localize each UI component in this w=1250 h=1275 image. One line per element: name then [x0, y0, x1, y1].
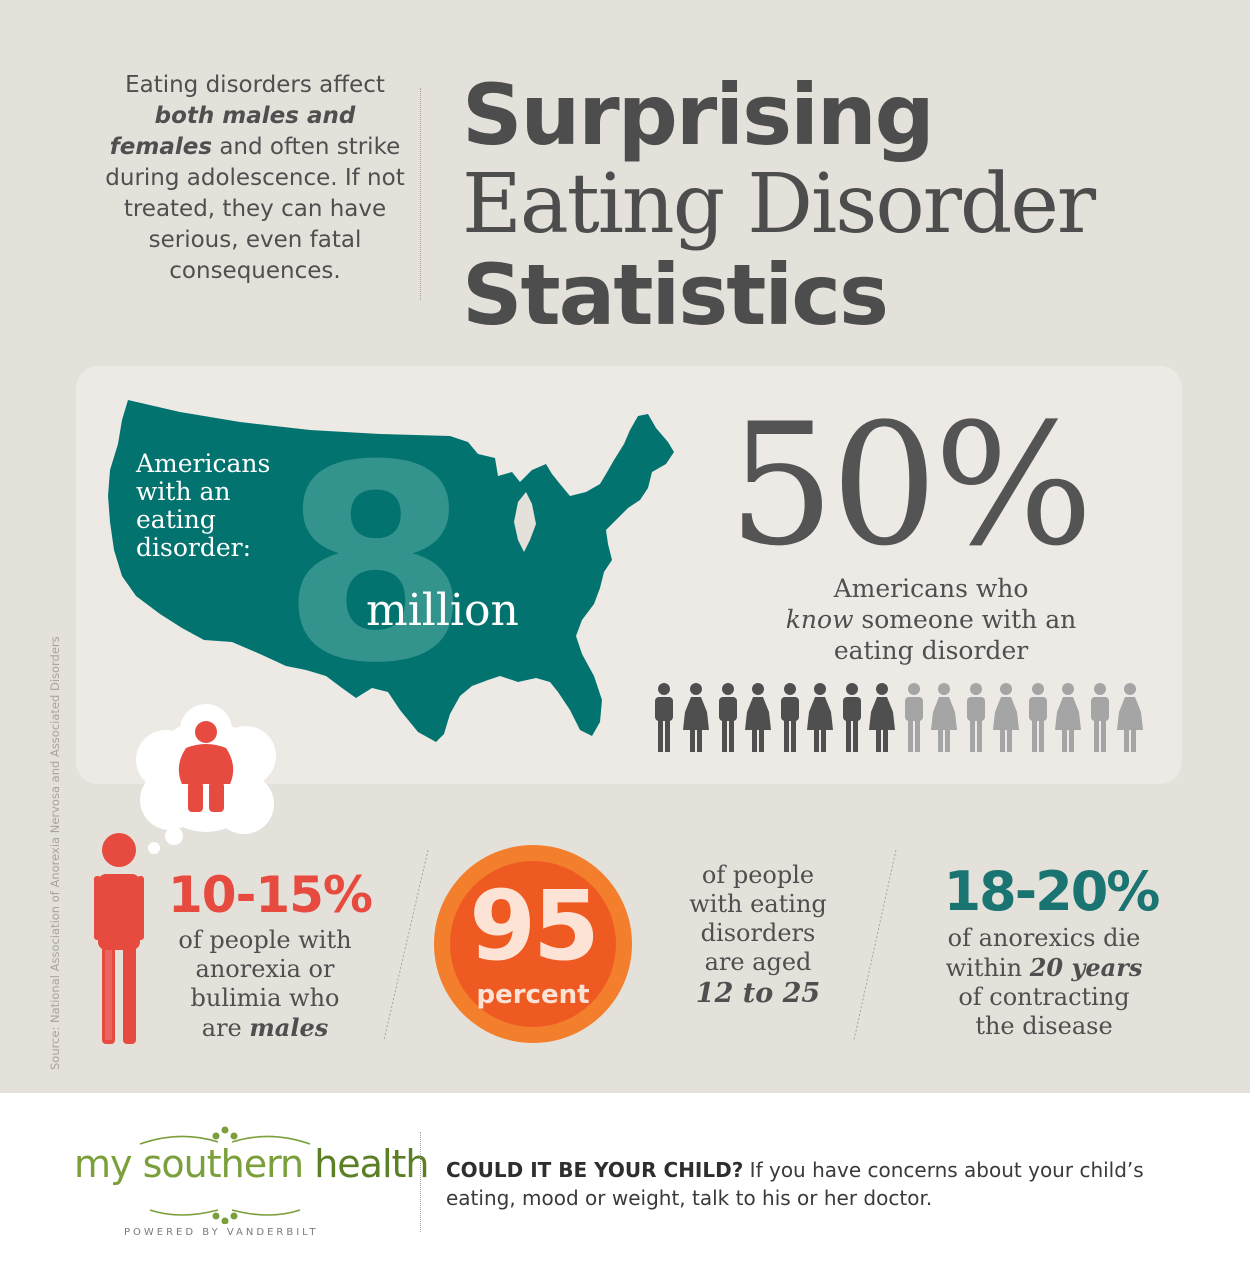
thought-bubble-illustration	[94, 704, 276, 1044]
age-stat-line: are aged	[704, 948, 812, 976]
person-woman-icon	[745, 683, 771, 752]
intro-pre: Eating disorders affect	[125, 72, 385, 98]
death-stat-emphasis: 20 years	[1029, 953, 1143, 982]
divider-slash	[853, 849, 897, 1041]
age-stat-line: with eating	[689, 890, 827, 918]
person-woman-icon	[683, 683, 709, 752]
male-stat-line: of people with	[178, 926, 352, 954]
person-woman-icon	[1055, 683, 1081, 752]
title-line3: Statistics	[462, 246, 889, 344]
percent-circle-inner	[450, 861, 616, 1027]
person-man-icon	[719, 683, 737, 752]
male-stat-text: of people with anorexia or bulimia who a…	[150, 926, 380, 1043]
large-person-icon	[178, 721, 234, 812]
death-percent-value: 18-20%	[943, 860, 1161, 923]
age-stat-line: of people	[701, 861, 815, 889]
logo-part2: health	[303, 1142, 429, 1186]
ninety-five-number: 95	[469, 870, 600, 982]
person-woman-icon	[931, 683, 957, 752]
thin-person-icon	[94, 833, 144, 1044]
know-someone-text: Americans who know someone with an eatin…	[716, 573, 1146, 666]
know-line2-rest: someone with an	[853, 605, 1077, 634]
person-woman-icon	[1117, 683, 1143, 752]
male-percent-value: 10-15%	[168, 866, 373, 924]
cta-body: If you have concerns about your child’s …	[446, 1158, 1144, 1210]
map-label-line: Americans	[136, 449, 271, 478]
divider-slash	[383, 849, 429, 1041]
male-stat-emphasis: males	[249, 1013, 329, 1042]
know-line1: Americans who	[833, 574, 1029, 603]
death-stat-line4: the disease	[975, 1012, 1113, 1040]
logo-part1: my southern	[74, 1142, 304, 1186]
know-line2: know someone with an	[716, 604, 1146, 635]
footer-divider	[420, 1132, 421, 1232]
male-stat-last-line: are males	[150, 1013, 380, 1043]
million-number: 8	[282, 407, 470, 722]
male-stat-line: bulimia who	[190, 984, 340, 1012]
intro-post: and often strike during adolescence. If …	[105, 134, 405, 284]
age-stat-text: of people with eating disorders are aged…	[660, 861, 856, 1011]
know-emphasis: know	[785, 605, 854, 634]
map-label-line: disorder:	[136, 533, 252, 562]
call-to-action: COULD IT BE YOUR CHILD? If you have conc…	[446, 1156, 1206, 1212]
person-man-icon	[781, 683, 799, 752]
cta-heading: COULD IT BE YOUR CHILD?	[446, 1158, 744, 1182]
know-line3: eating disorder	[833, 636, 1029, 665]
footer	[0, 1093, 1250, 1275]
person-man-icon	[967, 683, 985, 752]
map-label-line: with an	[136, 477, 231, 506]
source-note: Source: National Association of Anorexia…	[48, 636, 62, 1070]
map-label: Americans with an eating disorder:	[136, 450, 270, 562]
death-stat-line2: within 20 years	[904, 953, 1184, 983]
age-stat-line: disorders	[700, 919, 816, 947]
death-stat-line1: of anorexics die	[947, 924, 1141, 952]
title-line1: Surprising	[462, 66, 935, 164]
header-divider	[420, 88, 421, 300]
logo[interactable]: my southern health	[74, 1142, 430, 1186]
person-man-icon	[1029, 683, 1047, 752]
map-label-line: eating	[136, 505, 216, 534]
logo-ornament-icon	[139, 1126, 311, 1224]
male-stat-pre: are	[201, 1014, 250, 1042]
person-man-icon	[843, 683, 861, 752]
male-stat-line: anorexia or	[195, 955, 335, 983]
people-icon-row	[655, 683, 1143, 752]
person-woman-icon	[993, 683, 1019, 752]
person-man-icon	[655, 683, 673, 752]
intro-emphasis: both males and females	[109, 103, 356, 160]
death-stat-line3: of contracting	[958, 983, 1130, 1011]
usa-map-icon	[108, 400, 674, 742]
person-woman-icon	[807, 683, 833, 752]
person-man-icon	[1091, 683, 1109, 752]
title-line2: Eating Disorder	[462, 157, 1096, 252]
intro-text: Eating disorders affect both males and f…	[100, 70, 410, 287]
powered-by: POWERED BY VANDERBILT	[124, 1227, 319, 1238]
person-man-icon	[905, 683, 923, 752]
death-stat-text: of anorexics die within 20 years of cont…	[904, 924, 1184, 1041]
ninety-five-unit: percent	[476, 980, 590, 1010]
person-woman-icon	[869, 683, 895, 752]
age-stat-emphasis: 12 to 25	[695, 978, 821, 1009]
death-stat-pre: within	[945, 954, 1030, 982]
fifty-percent-value: 50%	[728, 387, 1093, 583]
million-unit: million	[366, 585, 519, 636]
